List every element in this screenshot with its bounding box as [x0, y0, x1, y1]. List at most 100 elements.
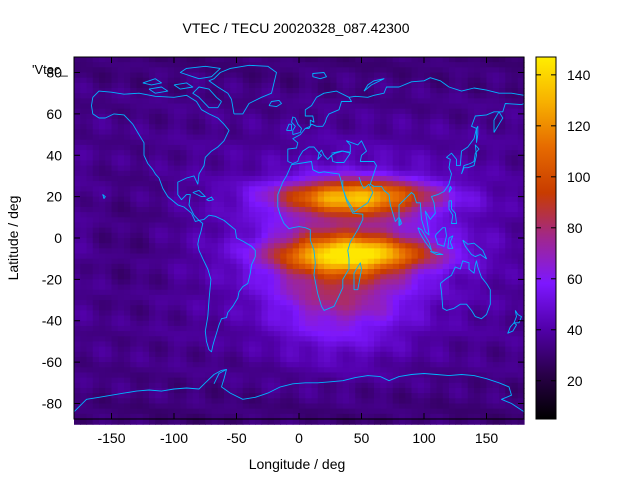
- heatmap-cell: [430, 77, 438, 84]
- heatmap-cell: [180, 217, 188, 224]
- heatmap-cell: [492, 139, 500, 146]
- heatmap-cell: [305, 258, 313, 265]
- heatmap-cell: [355, 232, 363, 239]
- heatmap-cell: [111, 227, 119, 234]
- heatmap-cell: [405, 119, 413, 125]
- heatmap-cell: [130, 269, 138, 275]
- heatmap-cell: [255, 300, 263, 306]
- heatmap-cell: [330, 206, 338, 213]
- heatmap-cell: [442, 165, 450, 172]
- heatmap-cell: [305, 139, 313, 146]
- heatmap-cell: [361, 222, 369, 229]
- heatmap-cell: [442, 351, 450, 358]
- heatmap-cell: [455, 356, 463, 363]
- heatmap-cell: [442, 331, 450, 337]
- heatmap-cell: [186, 181, 194, 187]
- heatmap-cell: [180, 310, 188, 317]
- heatmap-cell: [336, 232, 344, 239]
- heatmap-cell: [105, 387, 113, 394]
- heatmap-cell: [386, 98, 394, 105]
- heatmap-cell: [124, 150, 131, 156]
- heatmap-cell: [367, 150, 375, 156]
- heatmap-cell: [224, 93, 231, 99]
- heatmap-cell: [242, 72, 250, 79]
- heatmap-cell: [505, 284, 513, 291]
- heatmap-cell: [480, 124, 488, 130]
- heatmap-cell: [149, 336, 156, 343]
- heatmap-cell: [167, 263, 175, 270]
- heatmap-cell: [261, 217, 269, 224]
- heatmap-cell: [186, 393, 194, 399]
- heatmap-cell: [374, 175, 381, 182]
- heatmap-cell: [436, 341, 444, 348]
- heatmap-cell: [455, 98, 463, 105]
- heatmap-cell: [492, 150, 500, 156]
- heatmap-cell: [130, 336, 138, 343]
- heatmap-cell: [261, 341, 269, 348]
- heatmap-cell: [99, 222, 106, 229]
- heatmap-cell: [149, 129, 156, 136]
- heatmap-cell: [286, 93, 294, 99]
- heatmap-cell: [255, 341, 263, 348]
- heatmap-cell: [486, 310, 494, 317]
- heatmap-cell: [261, 294, 269, 301]
- heatmap-cell: [355, 170, 363, 177]
- heatmap-cell: [455, 62, 463, 68]
- heatmap-cell: [355, 315, 363, 322]
- heatmap-cell: [392, 269, 400, 275]
- heatmap-cell: [230, 331, 238, 337]
- heatmap-cell: [424, 310, 431, 317]
- heatmap-cell: [80, 113, 88, 120]
- heatmap-cell: [342, 248, 350, 255]
- heatmap-cell: [130, 72, 138, 79]
- heatmap-cell: [142, 279, 150, 286]
- heatmap-cell: [517, 88, 525, 94]
- heatmap-cell: [436, 108, 444, 115]
- heatmap-cell: [386, 382, 394, 389]
- heatmap-cell: [205, 325, 213, 332]
- heatmap-cell: [180, 155, 188, 162]
- heatmap-cell: [105, 150, 113, 156]
- heatmap-cell: [130, 77, 138, 84]
- heatmap-cell: [224, 341, 231, 348]
- heatmap-cell: [280, 113, 288, 120]
- heatmap-cell: [449, 305, 456, 311]
- heatmap-cell: [361, 72, 369, 79]
- heatmap-cell: [199, 305, 206, 311]
- heatmap-cell: [511, 93, 519, 99]
- heatmap-cell: [424, 124, 431, 130]
- heatmap-cell: [374, 387, 381, 394]
- heatmap-cell: [155, 408, 163, 415]
- heatmap-cell: [236, 320, 244, 327]
- heatmap-cell: [149, 134, 156, 141]
- heatmap-cell: [242, 170, 250, 177]
- heatmap-cell: [174, 341, 181, 348]
- heatmap-cell: [436, 150, 444, 156]
- heatmap-cell: [199, 258, 206, 265]
- heatmap-cell: [392, 331, 400, 337]
- heatmap-cell: [324, 258, 331, 265]
- heatmap-cell: [361, 398, 369, 405]
- heatmap-cell: [130, 408, 138, 415]
- heatmap-cell: [74, 403, 81, 410]
- heatmap-cell: [317, 155, 325, 162]
- heatmap-cell: [311, 57, 319, 63]
- heatmap-cell: [467, 408, 475, 415]
- heatmap-cell: [292, 336, 300, 343]
- heatmap-cell: [155, 248, 163, 255]
- heatmap-cell: [324, 196, 331, 203]
- heatmap-cell: [461, 346, 469, 353]
- heatmap-cell: [367, 325, 375, 332]
- heatmap-cell: [474, 393, 481, 399]
- heatmap-cell: [517, 320, 525, 327]
- heatmap-cell: [205, 310, 213, 317]
- heatmap-cell: [492, 201, 500, 208]
- heatmap-cell: [317, 403, 325, 410]
- heatmap-cell: [430, 88, 438, 94]
- heatmap-cell: [211, 403, 219, 410]
- heatmap-cell: [474, 356, 481, 363]
- heatmap-cell: [486, 77, 494, 84]
- heatmap-cell: [105, 331, 113, 337]
- heatmap-cell: [124, 398, 131, 405]
- heatmap-cell: [467, 62, 475, 68]
